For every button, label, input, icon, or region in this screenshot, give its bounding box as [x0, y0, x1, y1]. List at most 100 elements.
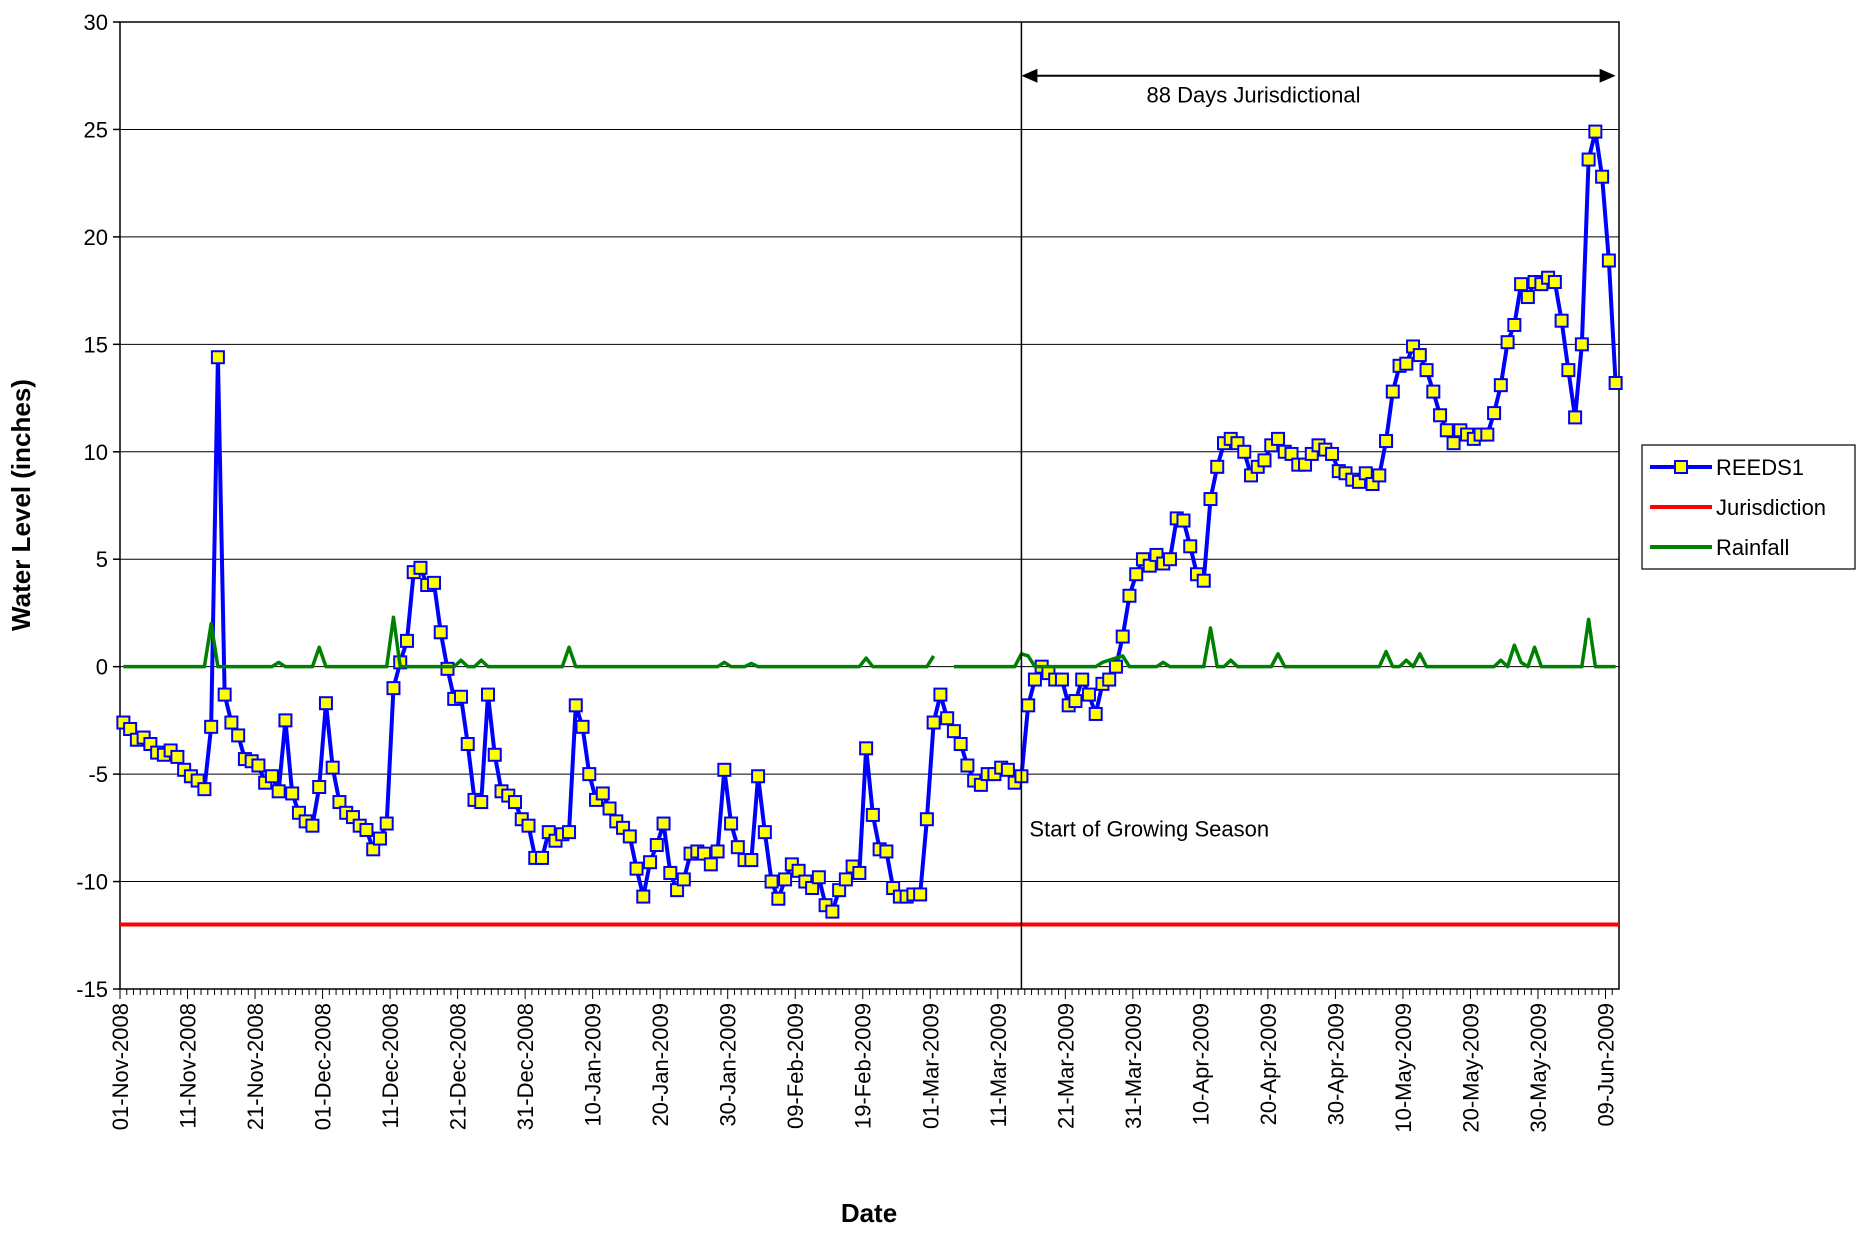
marker — [602, 801, 617, 816]
y-axis-title: Water Level (inches) — [6, 379, 36, 631]
x-tick-label: 10-Jan-2009 — [581, 1003, 606, 1127]
marker — [453, 689, 468, 704]
marker — [379, 816, 394, 831]
marker — [859, 741, 874, 756]
marker — [399, 633, 414, 648]
x-tick-label: 01-Mar-2009 — [918, 1003, 943, 1129]
annotation: 88 Days Jurisdictional — [1147, 83, 1361, 108]
marker — [1595, 169, 1610, 184]
marker — [305, 818, 320, 833]
marker — [1433, 408, 1448, 423]
marker — [1601, 253, 1616, 268]
marker — [1129, 567, 1144, 582]
marker — [1237, 444, 1252, 459]
marker — [325, 760, 340, 775]
marker — [1520, 290, 1535, 305]
y-tick-label: -5 — [88, 762, 108, 787]
marker — [1210, 459, 1225, 474]
marker — [487, 747, 502, 762]
y-tick-label: 10 — [84, 440, 108, 465]
marker — [1547, 275, 1562, 290]
x-tick-label: 01-Nov-2008 — [108, 1003, 133, 1130]
marker — [521, 818, 536, 833]
marker — [1493, 378, 1508, 393]
marker — [1325, 446, 1340, 461]
marker — [1196, 573, 1211, 588]
legend-label: REEDS1 — [1716, 455, 1804, 480]
plot-border — [119, 21, 1620, 990]
marker — [724, 816, 739, 831]
x-tick-label: 21-Dec-2008 — [446, 1003, 471, 1130]
marker — [217, 687, 232, 702]
x-tick-label: 20-Jan-2009 — [648, 1003, 673, 1127]
y-tick-label: 25 — [84, 117, 108, 142]
marker — [413, 560, 428, 575]
marker — [1203, 492, 1218, 507]
marker — [264, 769, 279, 784]
marker — [933, 687, 948, 702]
marker — [946, 724, 961, 739]
marker — [1372, 468, 1387, 483]
marker — [210, 350, 225, 365]
marker — [271, 784, 286, 799]
x-axis-title: Date — [841, 1198, 897, 1228]
marker — [251, 758, 266, 773]
marker — [940, 711, 955, 726]
x-tick-label: 10-May-2009 — [1391, 1003, 1416, 1133]
marker — [757, 825, 772, 840]
marker — [663, 865, 678, 880]
x-tick-label: 21-Mar-2009 — [1053, 1003, 1078, 1129]
x-tick-label: 09-Jun-2009 — [1593, 1003, 1618, 1127]
marker — [730, 840, 745, 855]
marker — [953, 737, 968, 752]
marker — [913, 887, 928, 902]
marker — [197, 782, 212, 797]
marker — [426, 575, 441, 590]
legend-label: Jurisdiction — [1716, 495, 1826, 520]
marker — [1385, 384, 1400, 399]
marker — [224, 715, 239, 730]
marker — [1419, 363, 1434, 378]
marker — [386, 681, 401, 696]
marker — [1568, 410, 1583, 425]
marker — [1021, 698, 1036, 713]
marker — [1115, 629, 1130, 644]
x-tick-label: 11-Nov-2008 — [176, 1003, 201, 1129]
plot-area — [120, 22, 1619, 989]
marker — [204, 719, 219, 734]
marker — [649, 838, 664, 853]
marker — [1000, 762, 1015, 777]
x-tick-label: 11-Mar-2009 — [986, 1003, 1011, 1127]
x-tick-label: 30-May-2009 — [1526, 1003, 1551, 1133]
marker — [717, 762, 732, 777]
marker — [778, 872, 793, 887]
x-tick-label: 09-Feb-2009 — [783, 1003, 808, 1129]
y-tick-label: 30 — [84, 10, 108, 35]
marker — [231, 728, 246, 743]
marker — [1054, 672, 1069, 687]
marker — [1487, 406, 1502, 421]
marker — [460, 737, 475, 752]
marker — [595, 786, 610, 801]
marker — [535, 850, 550, 865]
marker — [852, 865, 867, 880]
marker — [771, 891, 786, 906]
legend-marker — [1674, 460, 1688, 474]
marker — [1081, 687, 1096, 702]
marker — [960, 758, 975, 773]
marker — [1162, 552, 1177, 567]
marker — [1581, 152, 1596, 167]
marker — [703, 857, 718, 872]
marker — [825, 904, 840, 919]
marker — [480, 687, 495, 702]
marker — [1176, 513, 1191, 528]
x-tick-label: 21-Nov-2008 — [243, 1003, 268, 1130]
arrow-head — [1021, 68, 1038, 83]
y-tick-label: 5 — [96, 547, 108, 572]
y-tick-label: -10 — [76, 870, 108, 895]
marker — [926, 715, 941, 730]
marker — [1412, 348, 1427, 363]
marker — [1588, 124, 1603, 139]
marker — [676, 872, 691, 887]
